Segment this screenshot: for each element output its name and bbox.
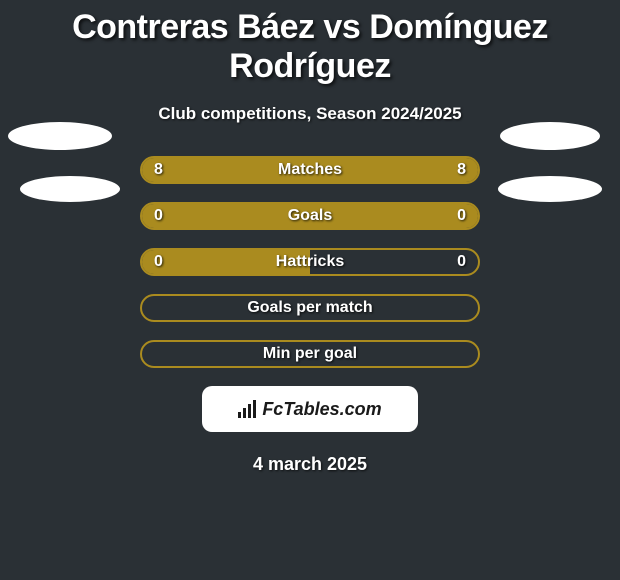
stat-value-right: 8 [457, 161, 466, 179]
stat-bar: 0 0 Goals [140, 202, 480, 230]
subtitle: Club competitions, Season 2024/2025 [0, 104, 620, 124]
stat-value-left: 0 [154, 207, 163, 225]
stat-bar: Min per goal [140, 340, 480, 368]
stat-value-left: 8 [154, 161, 163, 179]
stat-row: 0 0 Goals [0, 202, 620, 230]
logo-badge: FcTables.com [202, 386, 418, 432]
player-ellipse [20, 176, 120, 202]
stat-label: Hattricks [276, 253, 344, 271]
player-ellipse [8, 122, 112, 150]
page-title: Contreras Báez vs Domínguez Rodríguez [0, 0, 620, 86]
player-ellipse [500, 122, 600, 150]
stat-label: Min per goal [263, 345, 357, 363]
stat-bar: 8 8 Matches [140, 156, 480, 184]
stat-bar: 0 0 Hattricks [140, 248, 480, 276]
player-ellipse [498, 176, 602, 202]
logo-text: FcTables.com [262, 399, 381, 420]
stat-label: Goals [288, 207, 332, 225]
stat-row: Min per goal [0, 340, 620, 368]
stat-value-left: 0 [154, 253, 163, 271]
stat-value-right: 0 [457, 207, 466, 225]
stat-row: 0 0 Hattricks [0, 248, 620, 276]
stat-bar: Goals per match [140, 294, 480, 322]
stat-label: Goals per match [247, 299, 372, 317]
bar-right-fill [310, 204, 478, 228]
bar-left-fill [142, 204, 310, 228]
stat-row: Goals per match [0, 294, 620, 322]
stat-value-right: 0 [457, 253, 466, 271]
chart-icon [238, 400, 256, 418]
date-label: 4 march 2025 [0, 454, 620, 475]
stat-label: Matches [278, 161, 342, 179]
